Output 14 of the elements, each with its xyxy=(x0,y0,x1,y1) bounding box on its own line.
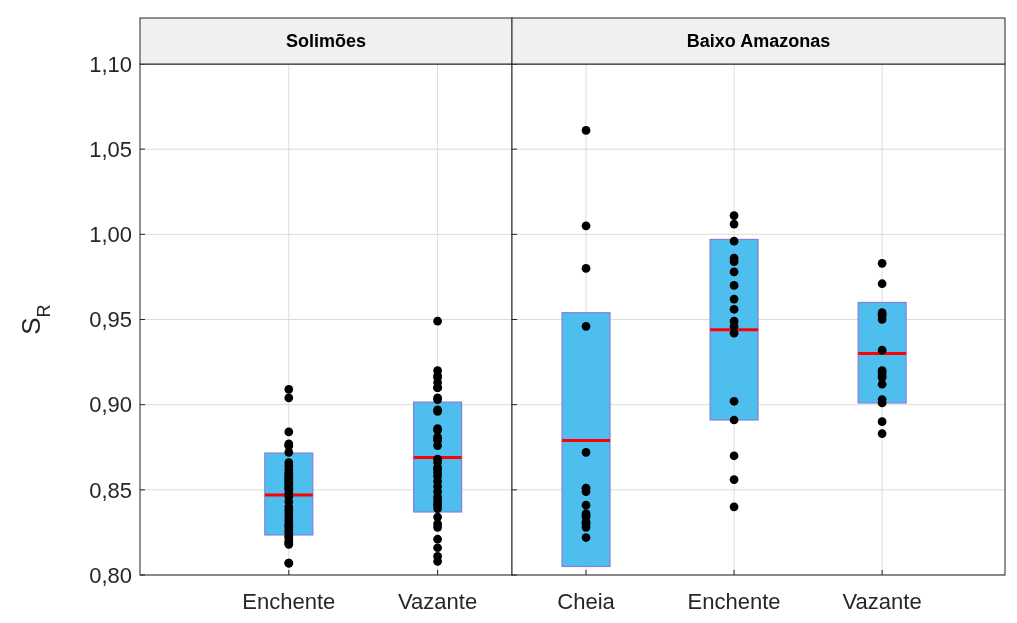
y-tick-label: 0,80 xyxy=(89,562,132,588)
y-tick-label: 1,10 xyxy=(89,51,132,77)
y-tick-label: 0,90 xyxy=(89,392,132,418)
x-tick-label: Enchente xyxy=(242,589,336,614)
x-tick-label: Vazante xyxy=(398,589,478,614)
y-tick-label: 0,95 xyxy=(89,307,132,333)
x-tick-label: Enchente xyxy=(687,589,781,614)
y-tick-label: 1,05 xyxy=(89,136,132,162)
x-tick-label: Vazante xyxy=(842,589,922,614)
chart-title: Baixo Amazonas xyxy=(686,31,831,52)
y-tick-label: 1,00 xyxy=(89,222,132,248)
y-tick-label: 0,85 xyxy=(89,477,132,503)
chart-title: Solimões xyxy=(285,31,367,52)
x-tick-label: Cheia xyxy=(557,589,616,614)
